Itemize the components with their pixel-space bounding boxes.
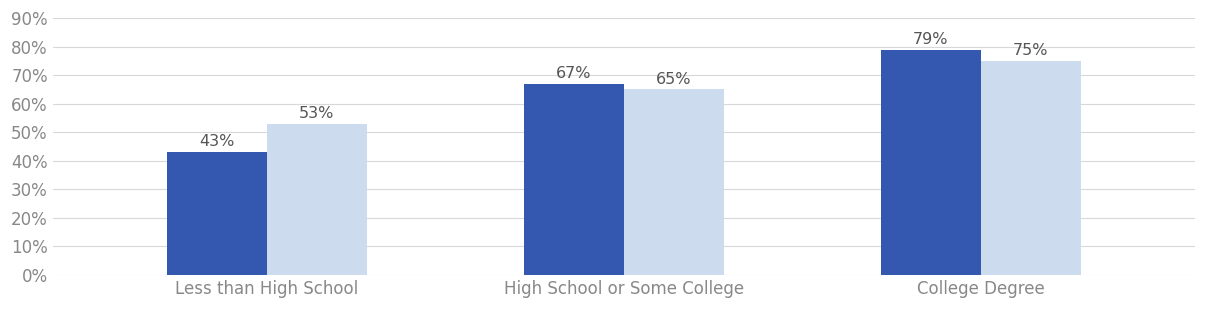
- Bar: [267, 124, 367, 275]
- Text: 43%: 43%: [199, 134, 235, 150]
- Bar: [624, 90, 724, 275]
- Text: 53%: 53%: [299, 106, 334, 121]
- Text: 65%: 65%: [656, 72, 691, 87]
- Bar: [880, 49, 980, 275]
- Text: 75%: 75%: [1013, 43, 1048, 58]
- Bar: [166, 152, 267, 275]
- Bar: [523, 84, 624, 275]
- Text: 67%: 67%: [556, 66, 592, 81]
- Bar: [980, 61, 1081, 275]
- Text: 79%: 79%: [913, 32, 948, 47]
